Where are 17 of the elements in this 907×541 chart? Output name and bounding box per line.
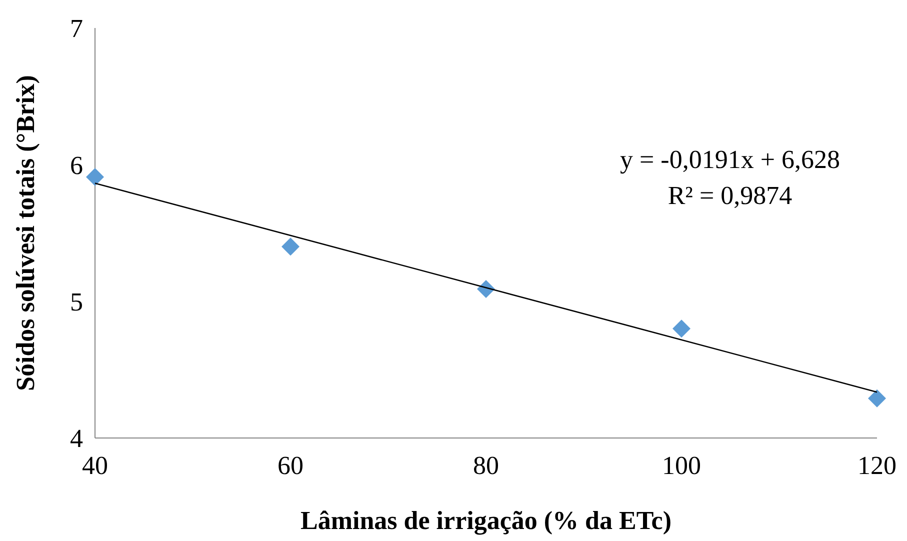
x-tick-label: 40	[82, 451, 108, 480]
y-tick-label: 6	[70, 150, 83, 180]
point	[86, 168, 104, 186]
y-axis-title: Sóidos solúvesi totais (°Brix)	[11, 75, 40, 391]
y-tick-label: 4	[70, 424, 83, 454]
x-tick-label: 80	[473, 451, 499, 480]
x-tick-label: 120	[858, 451, 896, 480]
annotation: y = -0,0191x + 6,628	[620, 145, 840, 174]
point	[672, 320, 690, 338]
y-tick-label: 7	[70, 14, 83, 44]
x-axis-title: Lâminas de irrigação (% da ETc)	[300, 506, 672, 535]
y-tick-label: 5	[70, 287, 83, 316]
x-tick-label: 60	[278, 451, 304, 480]
point	[282, 238, 300, 256]
annotation: R² = 0,9874	[668, 181, 792, 210]
x-tick-label: 100	[662, 451, 701, 480]
point	[868, 389, 886, 408]
